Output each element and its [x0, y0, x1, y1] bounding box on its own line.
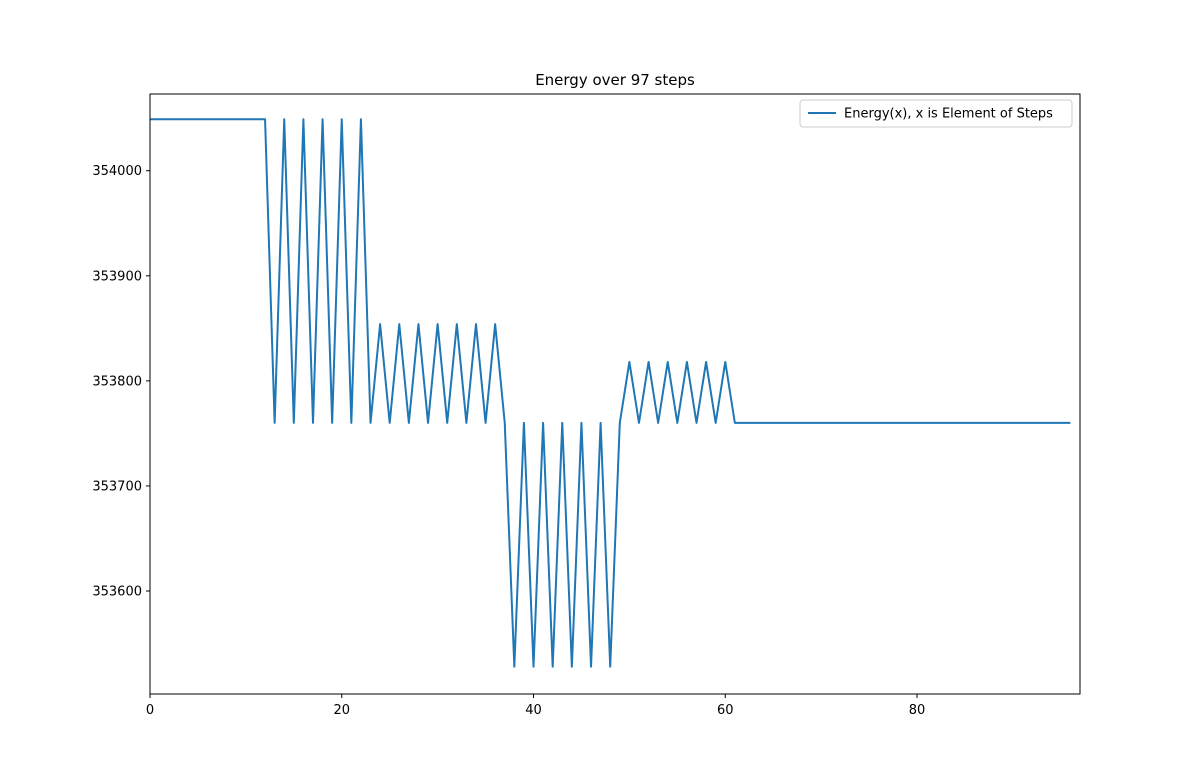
legend-box: [799, 99, 1073, 128]
y-tick-label: 353900: [92, 269, 142, 284]
y-tick-label: 353600: [92, 585, 142, 600]
y-tick-label: 353800: [92, 374, 142, 389]
series-line-energy: [150, 118, 1071, 668]
x-tick-label: 40: [525, 703, 542, 718]
axes-frame: [149, 93, 1081, 695]
chart-title: Energy over 97 steps: [535, 71, 695, 89]
x-tick-label: 80: [909, 703, 926, 718]
plot-area: [150, 118, 1071, 668]
x-tick-label: 20: [333, 703, 350, 718]
x-tick-label: 60: [717, 703, 734, 718]
x-tick-label: 0: [146, 703, 154, 718]
y-tick-label: 353700: [92, 479, 142, 494]
legend: Energy(x), x is Element of Steps: [799, 99, 1073, 128]
y-tick-label: 354000: [92, 164, 142, 179]
legend-label: Energy(x), x is Element of Steps: [844, 107, 1053, 122]
axes: 0 20 40 60 80 353600 353700 353800 353900 354000: [92, 93, 1081, 718]
